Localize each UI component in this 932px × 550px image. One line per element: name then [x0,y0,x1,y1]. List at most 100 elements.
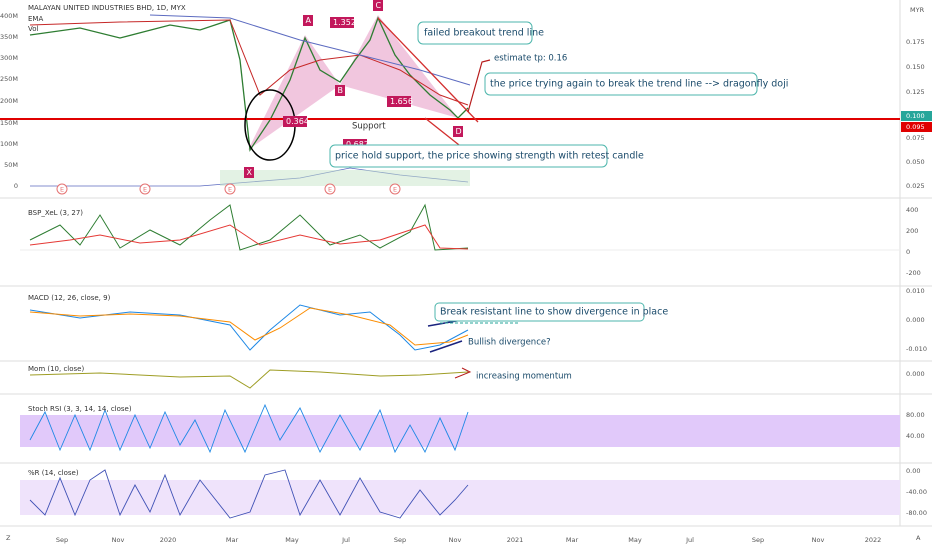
stoch-title: Stoch RSI (3, 3, 14, 14, close) [28,405,132,413]
note-tp: estimate tp: 0.16 [494,54,567,64]
line-tag [901,122,932,132]
mom-title: Mom (10, close) [28,365,84,373]
time-tick: Nov [112,536,125,544]
time-tick: 2021 [507,536,524,544]
macd-tick: 0.010 [906,287,925,295]
note-hold: price hold support, the price showing st… [335,151,644,162]
macd-axis: 0.010 0.000 -0.010 [906,287,927,353]
wr-tick: 0.00 [906,467,920,475]
volume-tick: 250M [0,75,18,83]
macd-tick: 0.000 [906,316,925,324]
event-icon [139,183,151,195]
volume-tick: 50M [4,161,18,169]
macd-note-box [434,302,645,322]
mom-axis: 0.000 [906,370,925,378]
volume-tick: 100M [0,140,18,148]
macd-note1: Break resistant line to show divergence … [440,307,668,318]
event-icon [324,183,336,195]
time-tick: Nov [812,536,825,544]
volume-tick: 150M [0,119,18,127]
wr-tick: -80.00 [906,509,927,517]
pt-c: C [376,1,382,10]
time-axis: Sep Nov 2020 Mar May Jul Sep Nov 2021 Mar May Jul Se… [56,536,881,544]
vol-label: Vol [28,25,39,33]
volume-tick: 300M [0,54,18,62]
volume-axis: 400M 350M 300M 250M 200M 150M 100M 50M 0 [0,12,18,190]
corner-right: A [916,534,921,542]
bsp-tick: 0 [906,248,910,256]
stoch-tick: 80.00 [906,411,925,419]
wr-line [29,469,469,519]
mom-arrow [454,367,472,379]
wr-title: %R (14, close) [28,469,79,477]
pt-x: X [247,168,253,177]
event-label: E [143,186,147,194]
panel-lines [0,0,932,527]
price-chart [0,14,900,187]
time-tick: 2022 [865,536,882,544]
time-tick: Nov [449,536,462,544]
time-tick: Jul [341,536,350,544]
time-tick: Sep [56,536,68,544]
price-tick: 0.175 [906,38,925,46]
last-tag [901,111,932,121]
time-tick: Mar [226,536,239,544]
time-tick: May [628,536,642,544]
stoch-k [29,403,469,454]
event-icon [56,183,68,195]
price-tick: 0.025 [906,182,925,190]
price-tick: 0.150 [906,63,925,71]
event-icon [389,183,401,195]
wr-axis: 0.00 -40.00 -80.00 [906,467,927,517]
note-failed: failed breakout trend line [424,28,544,39]
macd-title: MACD (12, 26, close, 9) [28,294,111,302]
time-tick: Sep [752,536,764,544]
stoch-tick: 40.00 [906,432,925,440]
last-price: 0.100 [906,112,925,120]
event-label: E [393,186,397,194]
time-tick: May [285,536,299,544]
pt-b: B [338,86,344,95]
time-tick: Jul [685,536,694,544]
time-tick: Sep [394,536,406,544]
bsp-tick: 400 [906,206,918,214]
volume-tick: 400M [0,12,18,20]
price-tick: 0.125 [906,88,925,96]
stoch-axis: 80.00 40.00 [906,411,925,440]
event-label: E [60,186,64,194]
time-tick: Mar [566,536,579,544]
annotations: failed breakout trend line estimate tp: … [329,21,788,168]
macd-note2: Bullish divergence? [468,338,551,348]
ratio-2: 0.364 [286,117,309,126]
support-label: Support [352,122,386,132]
price-tick: 0.075 [906,134,925,142]
currency: MYR [910,6,925,14]
mom-line [29,369,469,389]
bsp-title: BSP_XeL (3, 27) [28,209,83,217]
event-label: E [328,186,332,194]
event-icon [224,183,236,195]
wr-band [20,480,900,515]
mom-note: increasing momentum [476,372,572,382]
wr-tick: -40.00 [906,488,927,496]
ema-label: EMA [28,15,43,23]
price-axis: 0.175 0.150 0.125 0.075 0.050 0.025 [906,38,925,190]
stoch-band [20,415,900,447]
volume-tick: 0 [14,182,18,190]
bsp-panel [20,203,900,251]
macd-tick: -0.010 [906,345,927,353]
time-tick: 2020 [160,536,177,544]
ratio-4: 1.656 [390,97,413,106]
volume-tick: 350M [0,33,18,41]
bsp-tick: 200 [906,227,918,235]
pt-a: A [306,16,312,25]
symbol: MALAYAN UNITED INDUSTRIES BHD, 1D, MYX [28,4,186,12]
event-label: E [228,186,232,194]
bsp-tick: -200 [906,269,921,277]
bsp-axis: 400 200 0 -200 [906,206,921,277]
corner-left: Z [6,534,11,542]
line-price: 0.095 [906,123,925,131]
